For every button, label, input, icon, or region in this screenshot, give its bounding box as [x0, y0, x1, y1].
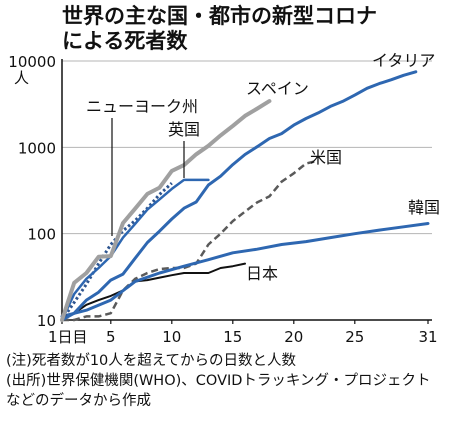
series-line-2	[61, 262, 246, 321]
series-layer	[60, 70, 430, 322]
chart-title-line2: による死者数	[62, 29, 188, 53]
source-line-2: などのデータから作成	[6, 393, 151, 409]
grid-layer	[62, 60, 432, 235]
y-tick-label-100: 100	[27, 226, 56, 244]
x-tick-label-10: 10	[162, 328, 181, 346]
series-label-5: ニューヨーク州	[86, 97, 198, 116]
series-line-6	[60, 178, 210, 322]
y-tick-label-1000: 1000	[18, 139, 56, 157]
series-label-1: 米国	[310, 148, 342, 167]
series-label-4: イタリア	[372, 51, 435, 70]
x-tick-label-25: 25	[345, 328, 364, 346]
series-line-7	[60, 99, 272, 322]
series-line-3	[60, 222, 430, 318]
series-label-6: 英国	[168, 120, 200, 139]
x-tick-label-31: 31	[418, 328, 437, 346]
series-line-5	[60, 181, 173, 321]
chart-title: 世界の主な国・都市の新型コロナ による死者数	[62, 4, 442, 54]
y-tick-label-10: 10	[37, 312, 56, 330]
y-unit-label: 人	[14, 69, 29, 87]
series-line-4	[60, 70, 418, 322]
x-tick-label-15: 15	[223, 328, 242, 346]
x-tick-label-20: 20	[284, 328, 303, 346]
x-tick-label-1: 1日目	[48, 328, 88, 346]
series-label-7: スペイン	[246, 79, 309, 98]
series-label-3: 韓国	[408, 198, 440, 217]
source-line-1: (出所)世界保健機関(WHO)、COVIDトラッキング・プロジェクト	[6, 373, 431, 389]
note-line: (注)死者数が10人を超えてからの日数と人数	[6, 353, 297, 369]
series-line-1	[62, 159, 319, 322]
chart-notes: (注)死者数が10人を超えてからの日数と人数 (出所)世界保健機関(WHO)、C…	[6, 351, 446, 411]
y-tick-label-10000: 10000	[8, 53, 56, 71]
chart-title-line1: 世界の主な国・都市の新型コロナ	[62, 4, 377, 28]
series-label-2: 日本	[246, 264, 278, 283]
x-tick-label-5: 5	[106, 328, 116, 346]
